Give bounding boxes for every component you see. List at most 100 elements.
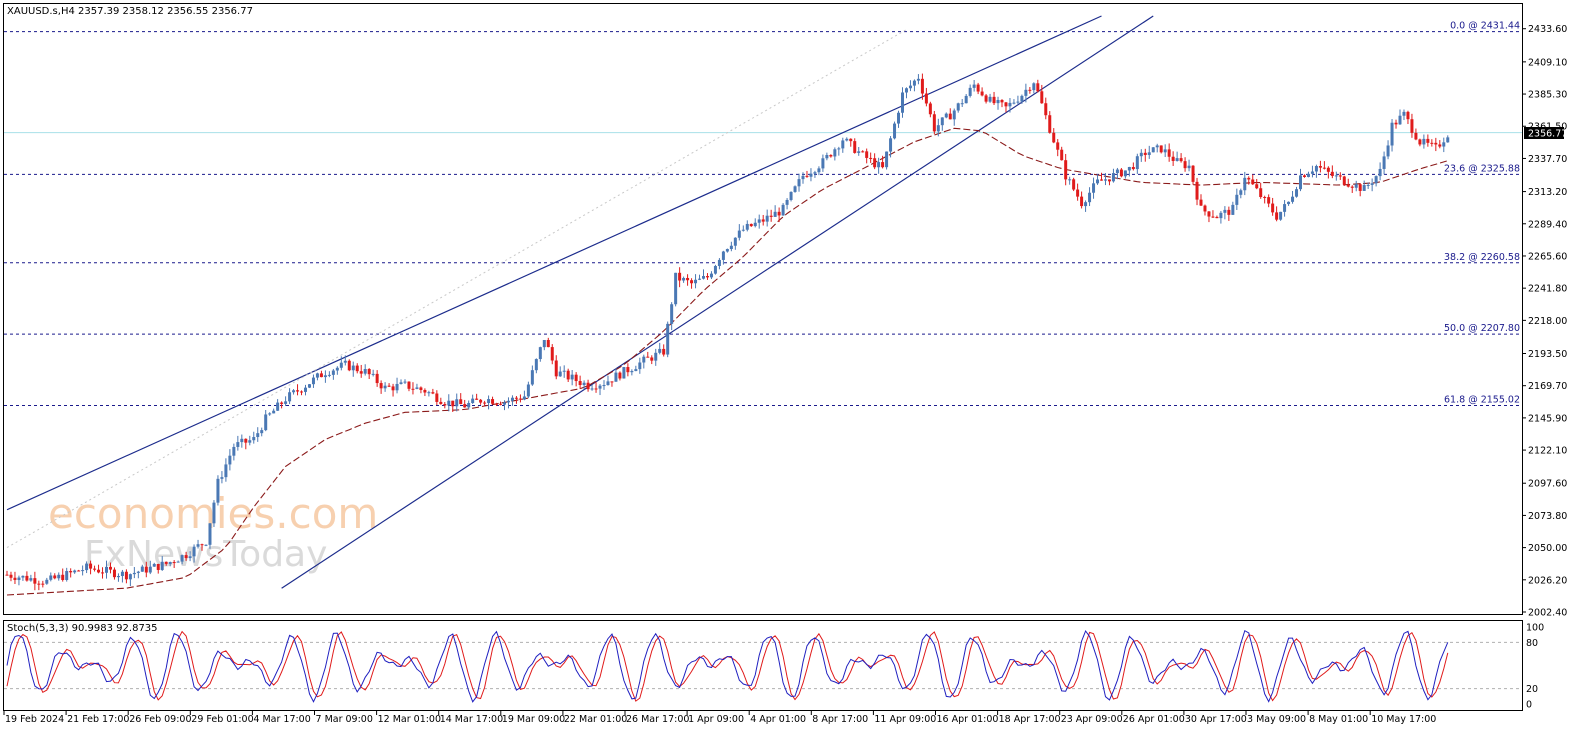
fibonacci-levels: 0.0 @ 2431.44 23.6 @ 2325.88 38.2 @ 2260.5… (4, 21, 1522, 407)
candle (1402, 109, 1406, 121)
candle (1155, 143, 1159, 153)
candle (77, 569, 81, 572)
candle (108, 562, 112, 574)
candle (304, 384, 307, 396)
candle (1279, 211, 1283, 221)
candle (232, 443, 236, 461)
candle (590, 384, 594, 391)
candle (101, 567, 105, 579)
candle (1426, 134, 1430, 147)
candle (1267, 194, 1271, 208)
candle (57, 572, 61, 581)
candle (901, 87, 904, 118)
time-tick-label: 26 Apr 01:00 (1123, 714, 1185, 725)
candle (614, 368, 618, 382)
candle (41, 580, 45, 588)
time-tick-label: 19 Feb 2024 (5, 714, 64, 725)
fib-level-label: 23.6 @ 2325.88 (1444, 163, 1520, 174)
candle (9, 571, 13, 582)
candle (260, 427, 264, 437)
price-tick-label: 2145.90 (1528, 413, 1567, 424)
time-axis: 19 Feb 2024 21 Feb 17:00 26 Feb 09:00 29 Fe… (3, 711, 1436, 725)
candle (1008, 98, 1012, 113)
watermark-line2: FxNewsToday (84, 534, 327, 575)
candle (1203, 204, 1207, 216)
candle (367, 368, 371, 379)
candle (869, 152, 873, 163)
candle (1382, 151, 1386, 175)
stochastic-oscillator: 100 80 20 0 (4, 623, 1544, 711)
candle (936, 118, 940, 137)
candle (61, 568, 65, 582)
candle (976, 82, 980, 95)
candle (431, 388, 435, 395)
candle (833, 147, 837, 161)
candle (1040, 84, 1044, 104)
candle (69, 568, 73, 578)
price-tick-label: 2169.70 (1528, 381, 1567, 392)
candle (1223, 206, 1227, 220)
time-tick-label: 18 Apr 17:00 (999, 714, 1061, 725)
candle (1199, 194, 1203, 207)
candle (1310, 165, 1314, 178)
candle (865, 148, 869, 164)
candle (1422, 134, 1426, 149)
candle (968, 84, 972, 98)
candle (399, 379, 403, 385)
time-tick-label: 3 May 09:00 (1247, 714, 1306, 725)
time-tick-label: 26 Feb 09:00 (129, 714, 191, 725)
candle (506, 397, 510, 409)
candle (363, 364, 367, 376)
candle (1135, 153, 1139, 174)
candle (144, 561, 148, 578)
candle (152, 562, 156, 567)
time-tick-label: 12 Mar 01:00 (378, 714, 441, 725)
candle (510, 395, 514, 406)
candle (542, 339, 546, 351)
candle (1342, 175, 1346, 186)
candle (1119, 168, 1123, 178)
candle (1064, 153, 1068, 186)
candle (339, 356, 343, 371)
candle (518, 394, 522, 403)
candle (1370, 178, 1374, 192)
candle (1048, 111, 1052, 134)
candle (200, 543, 204, 551)
candle (53, 573, 57, 580)
candle (288, 388, 292, 405)
candle (387, 383, 391, 387)
candle (447, 394, 451, 412)
candle (491, 396, 495, 405)
candle (1406, 110, 1410, 125)
candle (733, 237, 737, 250)
candle (1179, 153, 1183, 163)
price-tick-label: 2241.80 (1528, 284, 1567, 295)
candle (85, 561, 89, 574)
candle (980, 87, 984, 97)
candle (1167, 143, 1171, 162)
candle (606, 375, 610, 386)
candle (1430, 139, 1434, 147)
candle (264, 410, 268, 432)
candle (920, 73, 924, 100)
price-tick-label: 2193.50 (1528, 349, 1567, 360)
candle (1302, 174, 1306, 178)
candle (554, 355, 558, 380)
price-tick-label: 2289.40 (1528, 219, 1567, 230)
candle (220, 471, 224, 484)
candle (188, 551, 192, 562)
candle (411, 382, 415, 395)
candle (172, 560, 176, 568)
candle (248, 435, 252, 446)
candle (1060, 146, 1064, 161)
candle (1299, 168, 1302, 192)
candle (745, 220, 749, 232)
candle (296, 384, 300, 396)
candle (916, 74, 920, 85)
candle (1127, 166, 1131, 177)
candle (1072, 177, 1076, 192)
candle (634, 365, 638, 372)
candle (37, 580, 41, 591)
candle (1076, 183, 1080, 201)
candle (244, 438, 248, 450)
